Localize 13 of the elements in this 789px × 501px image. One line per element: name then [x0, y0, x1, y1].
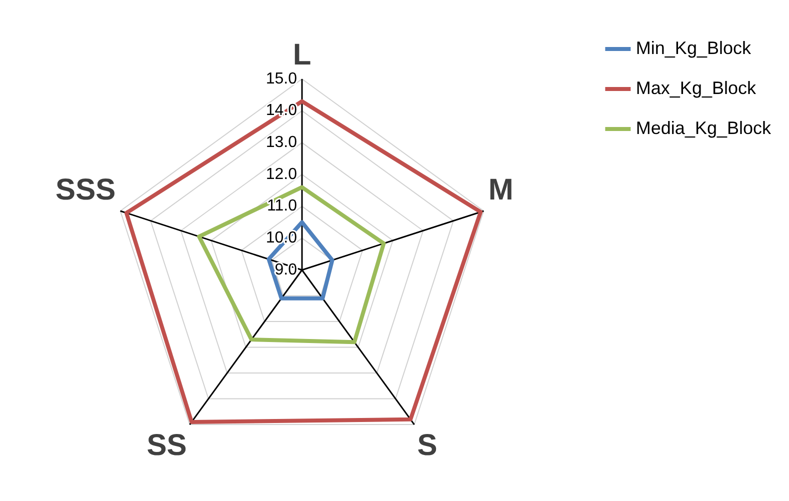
spoke-label: SSS [56, 174, 116, 207]
y-tick-label: 15.0 [266, 70, 298, 88]
y-tick-label: 12.0 [266, 166, 298, 183]
y-tick-label: 11.0 [267, 198, 298, 215]
legend-label: Media_Kg_Block [636, 118, 772, 138]
spoke-label: SS [146, 428, 187, 462]
legend-label: Max_Kg_Block [636, 78, 757, 98]
y-tick-label: 9.0 [274, 261, 298, 278]
spoke-label: L [292, 38, 312, 72]
y-tick-label: 13.0 [266, 134, 298, 152]
spoke-label: S [417, 428, 438, 462]
legend-label: Min_Kg_Block [636, 38, 752, 58]
spoke-label: M [488, 174, 514, 207]
